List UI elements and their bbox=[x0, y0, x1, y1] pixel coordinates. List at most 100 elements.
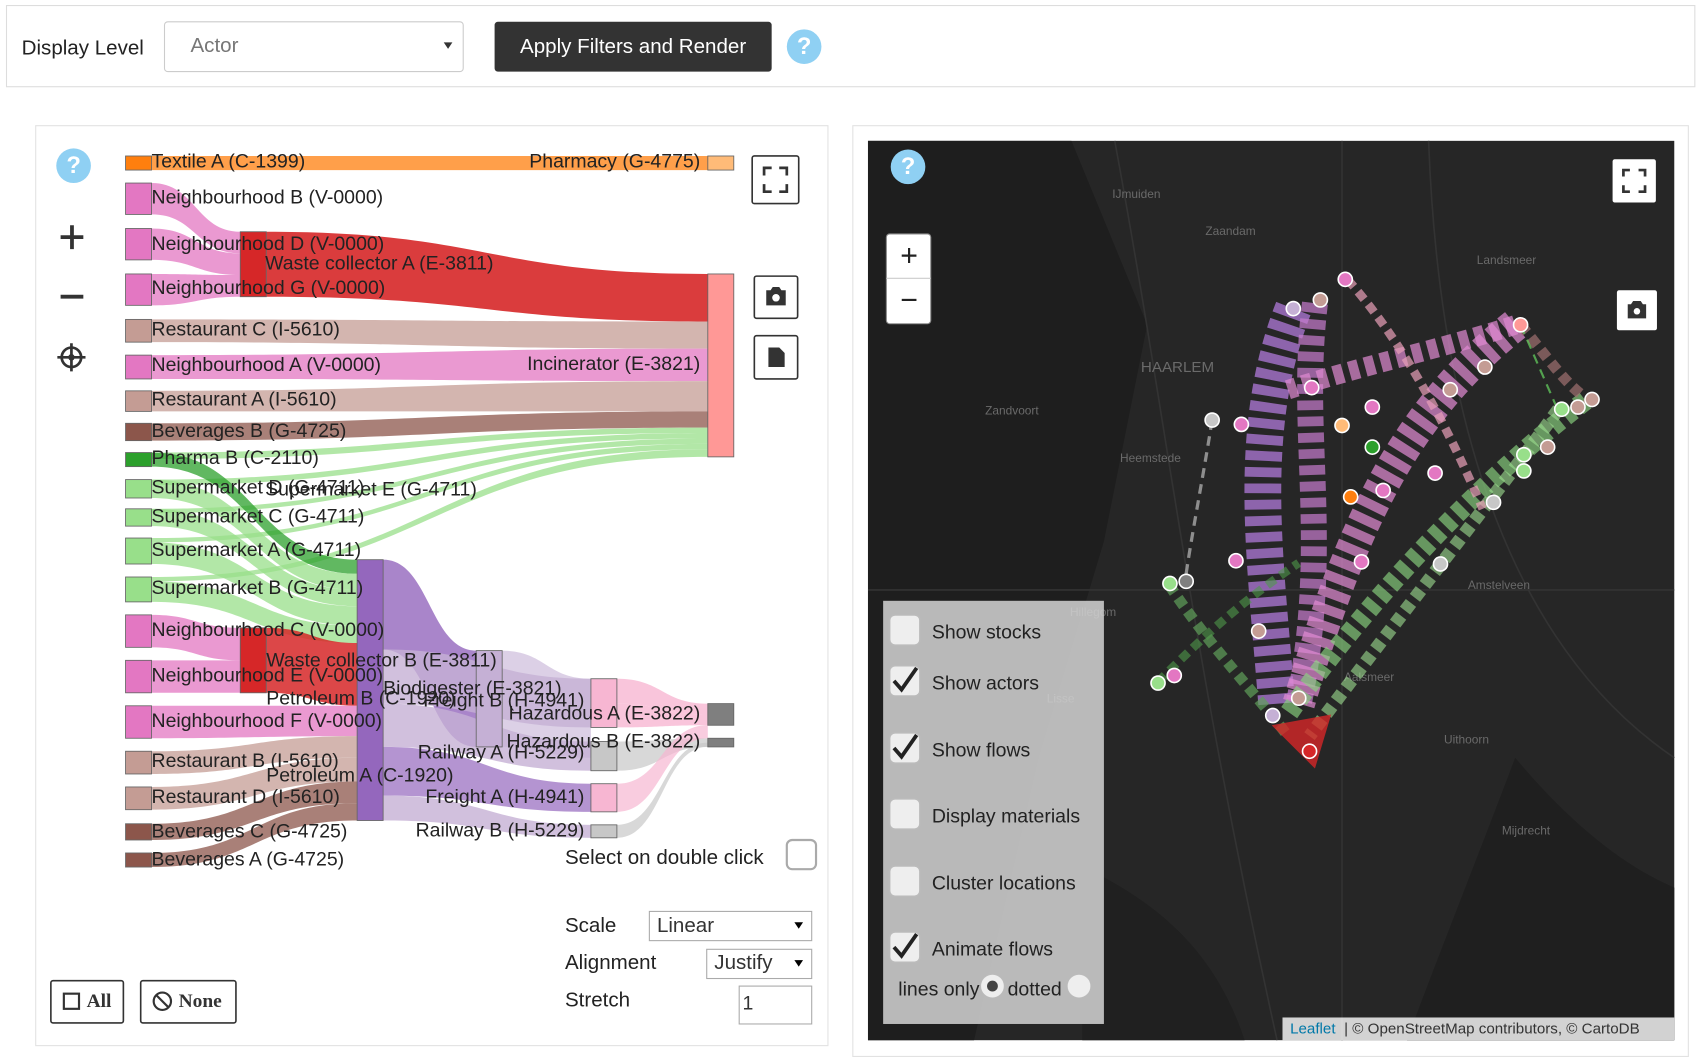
sankey-node[interactable] bbox=[125, 537, 152, 565]
sankey-node[interactable] bbox=[125, 576, 152, 603]
map-actor[interactable] bbox=[1301, 743, 1318, 760]
alignment-value[interactable]: Justify bbox=[714, 951, 773, 974]
button-label[interactable]: All bbox=[87, 991, 112, 1012]
sankey-node[interactable] bbox=[239, 627, 267, 694]
zoom-in-icon[interactable] bbox=[60, 225, 84, 250]
map-actor[interactable] bbox=[1233, 416, 1250, 433]
layer-label[interactable]: Show stocks bbox=[932, 621, 1042, 643]
sankey-node[interactable] bbox=[125, 318, 152, 343]
layer-label[interactable]: Display materials bbox=[932, 805, 1080, 827]
help-icon[interactable]: ? bbox=[890, 149, 926, 185]
map-flow[interactable] bbox=[1164, 581, 1293, 740]
map-actor[interactable] bbox=[1342, 489, 1359, 505]
map-actor[interactable] bbox=[1485, 494, 1502, 511]
help-mark[interactable]: ? bbox=[66, 152, 81, 179]
scale-value[interactable]: Linear bbox=[657, 914, 714, 937]
map-actor[interactable] bbox=[1553, 401, 1570, 418]
zoom-out[interactable]: − bbox=[900, 284, 918, 317]
sankey-node[interactable] bbox=[125, 228, 152, 261]
layer-checkmark[interactable] bbox=[892, 666, 919, 693]
map-flow[interactable] bbox=[1283, 312, 1526, 709]
map-actor[interactable] bbox=[1539, 439, 1556, 455]
sankey-node[interactable] bbox=[125, 273, 152, 306]
sankey-node[interactable] bbox=[125, 354, 152, 380]
button-bg[interactable] bbox=[494, 21, 772, 72]
layer-option[interactable]: Show actors bbox=[888, 664, 1040, 697]
layer-checkbox[interactable] bbox=[888, 798, 921, 830]
map-flow[interactable] bbox=[1284, 315, 1519, 400]
map-actor[interactable] bbox=[1584, 391, 1600, 408]
select-value[interactable]: Actor bbox=[190, 34, 238, 57]
layer-checkbox[interactable] bbox=[888, 614, 921, 646]
sankey-node[interactable] bbox=[125, 823, 152, 841]
sankey-node[interactable] bbox=[475, 650, 503, 748]
animation-option[interactable]: dotted bbox=[1008, 979, 1062, 1001]
map-flow[interactable] bbox=[1279, 392, 1592, 721]
attribution-link[interactable]: Leaflet bbox=[1290, 1020, 1336, 1037]
map-actor[interactable] bbox=[1162, 575, 1178, 592]
layer-option[interactable]: Cluster locations bbox=[888, 865, 1076, 898]
map-actor[interactable] bbox=[1303, 379, 1320, 396]
select-all-glyph[interactable] bbox=[62, 992, 81, 1010]
scale-select[interactable] bbox=[648, 910, 813, 942]
layer-label[interactable]: Show flows bbox=[932, 739, 1031, 761]
stretch-value[interactable]: 1 bbox=[742, 993, 753, 1015]
sankey-node[interactable] bbox=[125, 786, 152, 811]
layer-label[interactable]: Animate flows bbox=[932, 939, 1053, 961]
map-actor[interactable] bbox=[1353, 553, 1370, 570]
sankey-node[interactable] bbox=[125, 659, 152, 694]
layer-checkmark[interactable] bbox=[892, 933, 919, 959]
button-label[interactable]: None bbox=[179, 991, 223, 1012]
map-actor[interactable] bbox=[1264, 707, 1281, 724]
help-mark[interactable]: ? bbox=[901, 153, 916, 180]
layer-option[interactable]: Show stocks bbox=[888, 614, 1042, 646]
animation-radio-dot[interactable] bbox=[987, 980, 998, 992]
help-icon[interactable]: ? bbox=[56, 148, 91, 184]
sankey-node[interactable] bbox=[707, 155, 735, 171]
all-button[interactable]: All bbox=[50, 979, 125, 1024]
recenter-dot[interactable] bbox=[68, 354, 75, 361]
sankey-node[interactable] bbox=[125, 479, 152, 499]
sankey-node[interactable] bbox=[125, 452, 152, 468]
double-click-checkbox[interactable] bbox=[785, 838, 818, 871]
sankey-node[interactable] bbox=[590, 783, 618, 813]
layer-label[interactable]: Show actors bbox=[932, 672, 1039, 694]
sankey-node[interactable] bbox=[239, 231, 267, 298]
help-mark[interactable]: ? bbox=[797, 33, 812, 60]
sankey-node[interactable] bbox=[707, 703, 735, 726]
map-actor[interactable] bbox=[1364, 439, 1381, 455]
map-actor[interactable] bbox=[1432, 556, 1449, 572]
alignment-select[interactable] bbox=[706, 948, 813, 980]
map-actor[interactable] bbox=[1334, 417, 1350, 434]
map-actor[interactable] bbox=[1477, 359, 1493, 375]
map-actor[interactable] bbox=[1337, 271, 1354, 288]
map-actor[interactable] bbox=[1427, 465, 1443, 481]
help-circle[interactable] bbox=[890, 149, 926, 185]
map-flow[interactable] bbox=[1304, 405, 1564, 740]
sankey-node[interactable] bbox=[590, 741, 618, 772]
help-circle[interactable] bbox=[786, 29, 822, 65]
sankey-node[interactable] bbox=[125, 705, 152, 739]
map-flow[interactable] bbox=[1285, 301, 1328, 707]
layer-checkmark[interactable] bbox=[892, 733, 919, 760]
map-actor[interactable] bbox=[1312, 292, 1329, 308]
map-flow[interactable] bbox=[1244, 301, 1311, 711]
map-actor[interactable] bbox=[1290, 690, 1307, 707]
map-actor[interactable] bbox=[1178, 573, 1195, 590]
map-actor[interactable] bbox=[1515, 446, 1532, 463]
help-circle[interactable] bbox=[56, 148, 91, 184]
sankey-node[interactable] bbox=[125, 390, 152, 412]
map-fullscreen-button[interactable] bbox=[1612, 159, 1656, 203]
map-flow[interactable] bbox=[1344, 276, 1487, 511]
map-actor[interactable] bbox=[1364, 399, 1381, 415]
map-flow[interactable] bbox=[1183, 419, 1214, 582]
sankey-node[interactable] bbox=[125, 508, 152, 527]
sankey-node[interactable] bbox=[590, 824, 618, 839]
layer-label[interactable]: Cluster locations bbox=[932, 873, 1076, 895]
sankey-node[interactable] bbox=[125, 852, 152, 868]
map-actor[interactable] bbox=[1250, 623, 1267, 639]
sankey-node[interactable] bbox=[707, 273, 735, 458]
map-actor[interactable] bbox=[1512, 316, 1529, 333]
animation-option[interactable]: lines only bbox=[898, 979, 979, 1001]
layer-option[interactable]: Animate flows bbox=[888, 931, 1054, 964]
